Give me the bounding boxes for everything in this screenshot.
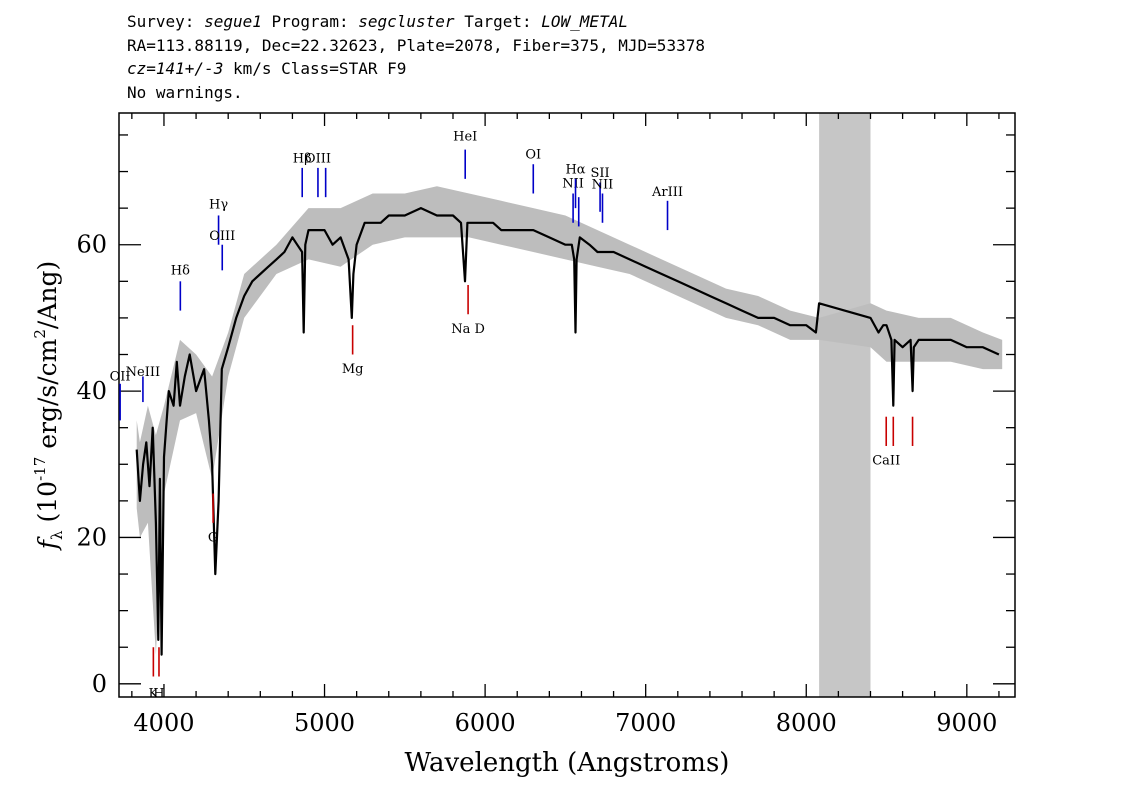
line-marker-label: SII <box>590 166 609 181</box>
plot-area <box>135 113 1003 697</box>
x-tick-label: 5000 <box>294 709 355 737</box>
line-marker-label: G <box>208 530 218 545</box>
header-line-3: cz=141+/-3 km/s Class=STAR F9 <box>127 57 705 81</box>
error-band <box>136 186 1003 655</box>
spectrum-header: Survey: segue1 Program: segcluster Targe… <box>127 10 705 104</box>
line-marker-label: Hβ <box>293 151 312 166</box>
line-marker-label: CaII <box>872 454 900 469</box>
line-marker-label: OIII <box>209 229 235 244</box>
y-label-tail: /Ang) <box>33 261 62 329</box>
axis-ticks <box>119 113 1015 697</box>
header-line-1: Survey: segue1 Program: segcluster Targe… <box>127 10 705 34</box>
line-marker-label: OII <box>110 369 131 384</box>
line-marker-label: OIII <box>305 151 331 166</box>
line-marker-label: Hδ <box>171 263 190 278</box>
line-marker-label: ArIII <box>651 185 683 200</box>
tick-labels: 4000 5000 6000 7000 8000 9000 0 20 40 60 <box>76 231 997 737</box>
redshift-value: cz=141+/-3 <box>127 59 224 78</box>
y-axis-label: fλ (10-17 erg/s/cm2/Ang) <box>31 261 66 552</box>
y-label-exp2: 2 <box>31 329 49 339</box>
class-text: km/s Class=STAR F9 <box>232 59 407 78</box>
y-tick-label: 60 <box>76 231 107 259</box>
y-label-f: f <box>33 536 62 551</box>
target-label: Target: <box>464 12 532 31</box>
y-tick-label: 0 <box>92 670 107 698</box>
program-value: segcluster <box>358 12 455 31</box>
warnings-text: No warnings. <box>127 82 243 102</box>
target-value: LOW_METAL <box>541 12 628 31</box>
line-marker-label: HeI <box>453 129 477 144</box>
line-marker-label: Hα <box>565 162 585 177</box>
masked-region <box>819 113 871 697</box>
line-marker-label: H <box>153 686 164 701</box>
plot-frame <box>118 112 1016 698</box>
x-tick-label: 6000 <box>455 709 516 737</box>
x-tick-label: 9000 <box>936 709 997 737</box>
flux-line <box>135 207 1000 656</box>
header-line-2: RA=113.88119, Dec=22.32623, Plate=2078, … <box>127 35 705 55</box>
x-axis-label: Wavelength (Angstroms) <box>405 748 730 778</box>
y-tick-label: 20 <box>76 523 107 551</box>
line-marker-label: Mg <box>342 362 364 377</box>
x-tick-label: 8000 <box>776 709 837 737</box>
program-label: Program: <box>271 12 349 31</box>
y-label-unit: (10 <box>33 481 62 523</box>
y-label-rest: erg/s/cm <box>33 338 62 448</box>
line-marker-label: Na D <box>451 322 485 337</box>
x-tick-label: 4000 <box>133 709 194 737</box>
y-label-exp: -17 <box>31 457 49 481</box>
line-marker-label: NeIII <box>126 365 160 380</box>
line-marker-label: NII <box>562 176 584 191</box>
survey-label: Survey: <box>127 12 195 31</box>
line-marker-label: NII <box>592 178 614 193</box>
y-label-sub: λ <box>48 530 66 540</box>
x-tick-label: 7000 <box>615 709 676 737</box>
survey-value: segue1 <box>204 12 262 31</box>
y-tick-label: 40 <box>76 377 107 405</box>
line-marker-label: Hγ <box>209 197 228 212</box>
line-marker-label: K <box>149 686 159 701</box>
line-marker-label: OI <box>525 148 541 163</box>
